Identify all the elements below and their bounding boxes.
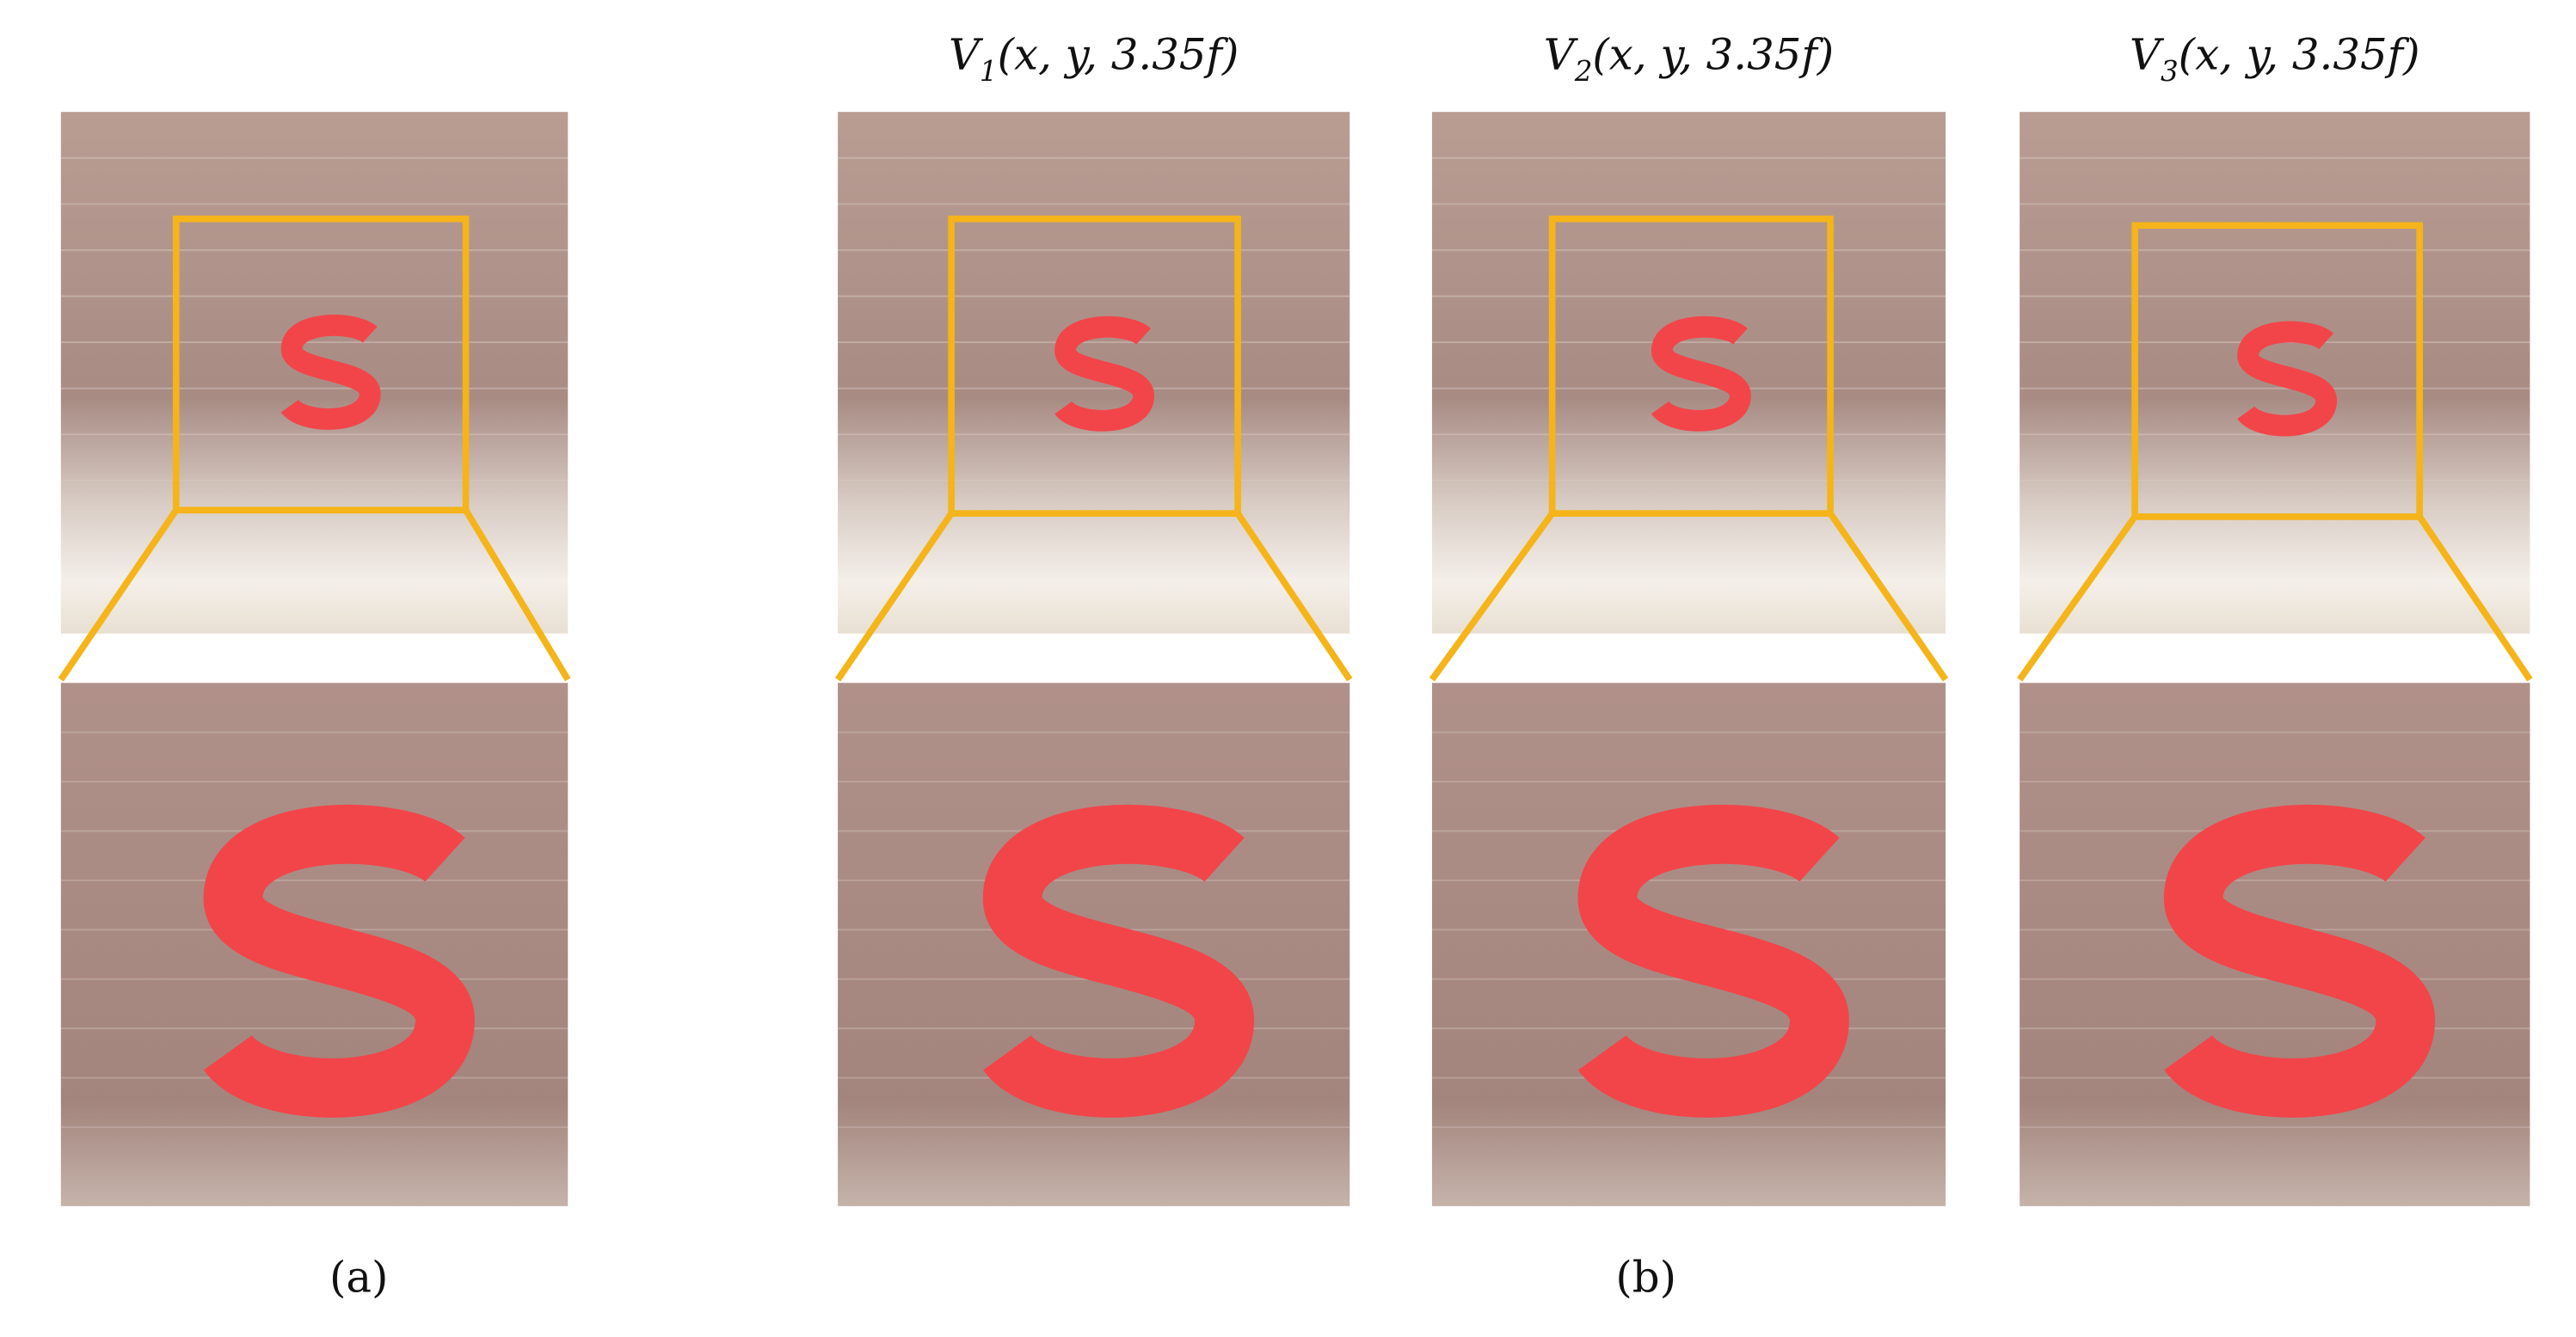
letter-s: [203, 804, 475, 1118]
title-symbol: V: [2130, 29, 2165, 79]
letter-s: [2163, 804, 2436, 1118]
letter-s: [280, 314, 381, 430]
zoom-box: [1548, 215, 1834, 517]
title-subscript: 3: [2161, 55, 2179, 88]
zoom-line: [1234, 511, 1353, 682]
zoom-box: [948, 215, 1241, 517]
title-subscript: 1: [980, 55, 998, 88]
zoom-line: [2017, 514, 2138, 682]
title-symbol: V: [949, 29, 984, 79]
zoom-line: [1429, 511, 1555, 682]
panel-label: (a): [329, 1252, 388, 1302]
title-arguments: (x, y, 3.35f): [998, 29, 1239, 79]
letter-s: [1651, 316, 1751, 432]
panel-label: (b): [1615, 1252, 1676, 1302]
letter-s: [2237, 321, 2338, 437]
title-arguments: (x, y, 3.35f): [2179, 29, 2420, 79]
view-title: V2(x, y, 3.35f): [1544, 29, 1834, 87]
letter-s: [982, 804, 1255, 1118]
zoom-line: [1827, 511, 1949, 682]
letter-s: [1577, 804, 1849, 1118]
title-symbol: V: [1544, 29, 1579, 79]
zoom-box: [2131, 222, 2424, 520]
zoom-line: [463, 508, 571, 682]
zoom-line: [2417, 514, 2533, 682]
view-title: V3(x, y, 3.35f): [2130, 29, 2419, 87]
title-subscript: 2: [1574, 55, 1593, 88]
letter-s: [1054, 316, 1155, 432]
zoom-box: [172, 215, 470, 514]
view-title: V1(x, y, 3.35f): [949, 29, 1239, 87]
zoom-line: [834, 511, 955, 682]
zoom-line: [58, 508, 179, 682]
title-arguments: (x, y, 3.35f): [1592, 29, 1834, 79]
